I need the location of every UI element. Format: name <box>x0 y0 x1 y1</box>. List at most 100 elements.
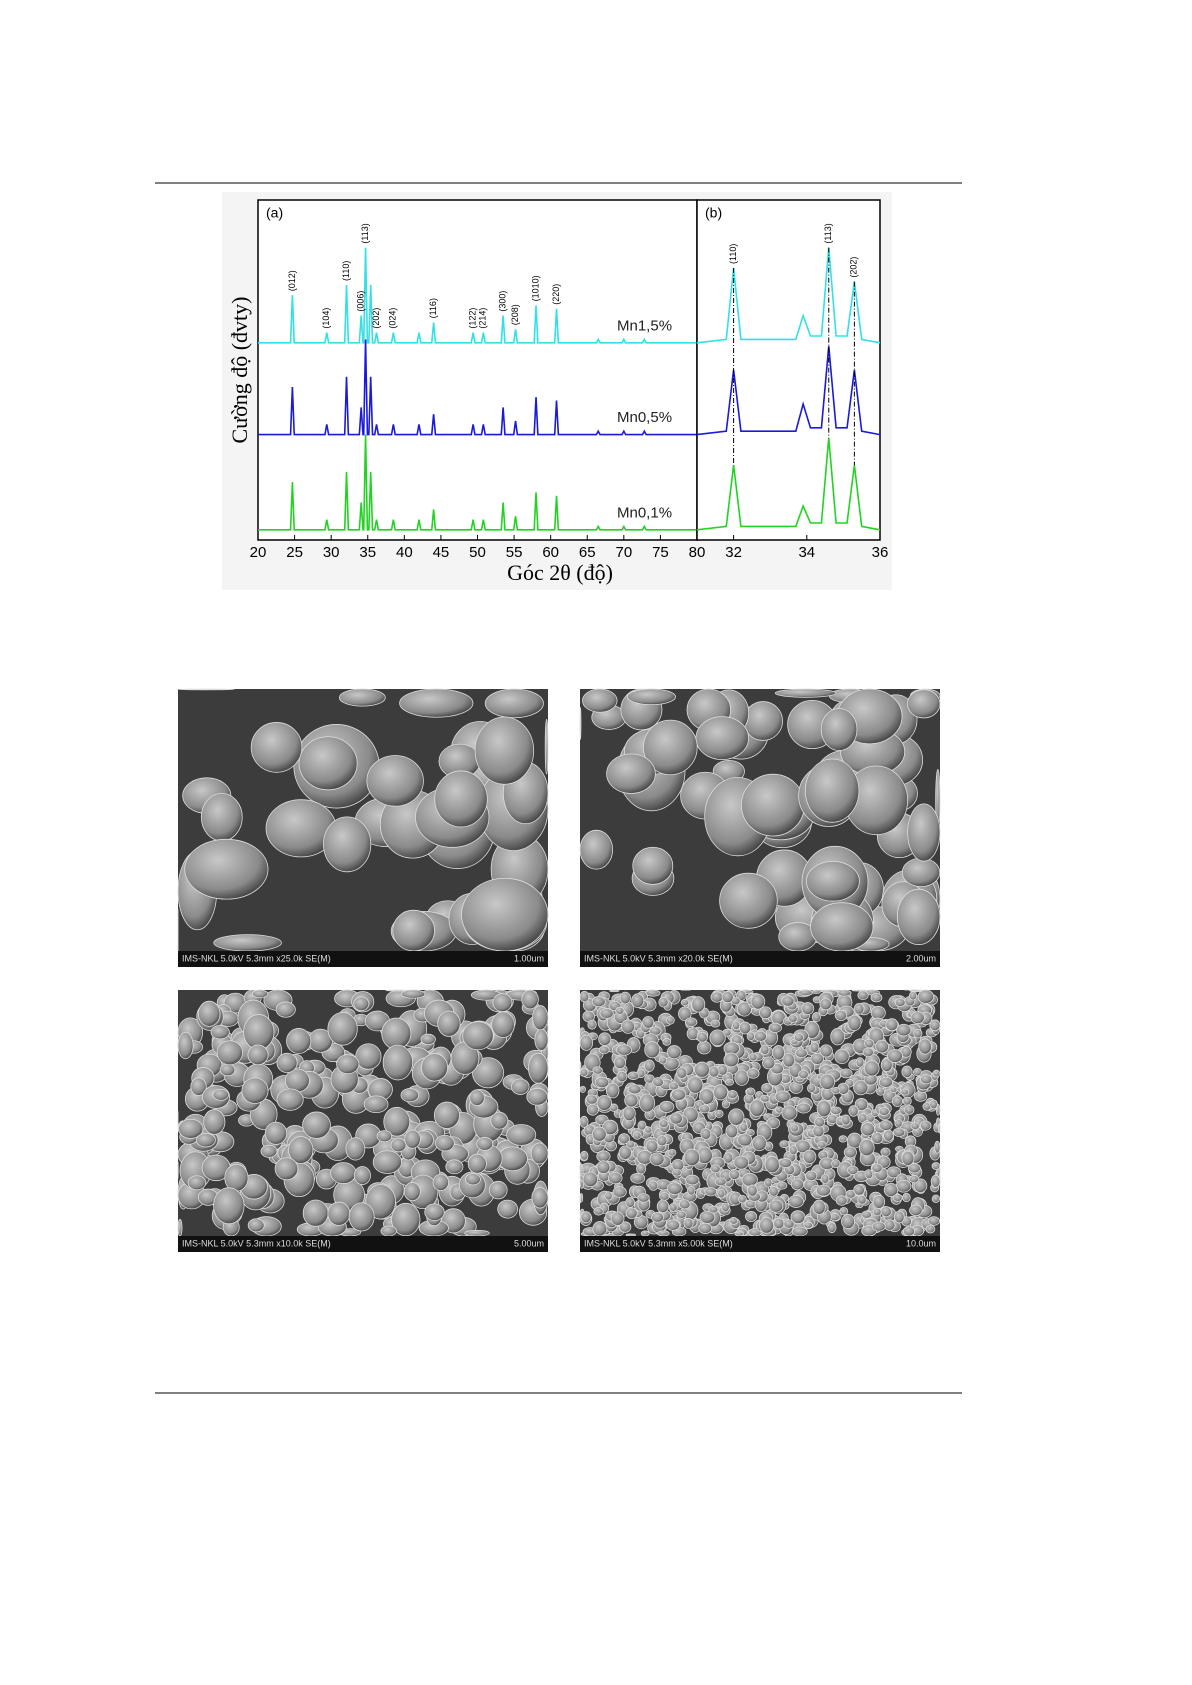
peak-index: (208) <box>510 304 520 325</box>
grain <box>624 1093 639 1108</box>
grain <box>853 1002 865 1015</box>
grain <box>724 1078 734 1086</box>
grain <box>768 1022 782 1033</box>
grain <box>678 1199 691 1210</box>
grain <box>687 1076 704 1094</box>
grain <box>593 1207 604 1216</box>
grain <box>876 1087 886 1096</box>
grain <box>889 1086 898 1093</box>
sem-info: IMS-NKL 5.0kV 5.3mm x20.0k SE(M) <box>584 953 733 963</box>
grain <box>579 1034 594 1051</box>
grain <box>916 989 925 991</box>
grain <box>645 1139 659 1153</box>
grain <box>657 1230 670 1237</box>
grain <box>708 1205 719 1214</box>
grain <box>892 1193 903 1202</box>
grain <box>250 722 303 773</box>
grain <box>751 1135 767 1152</box>
x-tick-label: 40 <box>396 544 413 561</box>
grain <box>472 1057 504 1089</box>
sem-image: IMS-NKL 5.0kV 5.3mm x10.0k SE(M) 5.00um <box>177 989 549 1252</box>
sem-scale: 10.0um <box>906 1238 936 1248</box>
sem-info: IMS-NKL 5.0kV 5.3mm x25.0k SE(M) <box>182 953 331 963</box>
grain <box>526 1087 549 1106</box>
grain <box>809 1041 820 1054</box>
grain <box>762 1056 776 1070</box>
grain <box>728 1169 741 1180</box>
grain <box>787 1195 804 1208</box>
grain <box>837 989 852 997</box>
grain <box>625 1207 638 1220</box>
grain <box>648 1180 659 1191</box>
sem-scale: 1.00um <box>514 953 544 963</box>
x-tick-label: 32 <box>725 544 742 561</box>
grain <box>913 1028 923 1039</box>
grain <box>805 1170 818 1182</box>
grain <box>728 1108 745 1126</box>
grain <box>910 1122 920 1130</box>
grain <box>894 998 906 1007</box>
grain <box>695 716 749 760</box>
grain <box>839 1207 849 1216</box>
grain <box>776 1181 788 1190</box>
grain <box>733 1155 750 1170</box>
grain <box>774 1090 791 1103</box>
grain <box>696 1031 708 1043</box>
grain <box>804 758 860 823</box>
grain <box>177 1031 194 1060</box>
grain <box>531 1187 549 1209</box>
grain <box>902 1096 912 1106</box>
grain <box>812 1125 825 1138</box>
grain <box>241 1077 269 1104</box>
grain <box>714 1109 724 1118</box>
grain <box>838 1135 848 1143</box>
grain <box>691 996 706 1013</box>
grain <box>798 1069 809 1080</box>
grain <box>812 1199 826 1215</box>
peak-index: (1010) <box>530 275 540 301</box>
grain <box>432 1173 449 1191</box>
x-tick-label: 20 <box>250 544 267 561</box>
grain <box>606 753 656 794</box>
grain <box>683 1148 701 1167</box>
grain <box>184 838 269 900</box>
grain <box>626 688 676 706</box>
grain <box>327 1201 351 1226</box>
grain <box>878 1107 890 1116</box>
grain <box>403 1182 421 1202</box>
grain <box>811 989 821 994</box>
grain <box>404 1129 421 1149</box>
grain <box>177 688 235 691</box>
grain <box>643 1059 655 1072</box>
x-tick-label: 25 <box>286 544 303 561</box>
grain <box>929 1019 941 1032</box>
grain <box>336 1054 360 1075</box>
grain <box>810 902 874 952</box>
grain <box>598 1032 612 1046</box>
grain <box>857 990 869 1001</box>
grain <box>743 701 783 741</box>
grain <box>264 1121 288 1145</box>
grain <box>699 1210 716 1224</box>
grain <box>709 1029 726 1047</box>
grain <box>599 1008 614 1019</box>
grain <box>644 1126 653 1134</box>
grain <box>819 1073 836 1090</box>
grain <box>643 719 698 776</box>
series-line <box>696 247 881 344</box>
grain <box>834 1009 848 1022</box>
grain <box>815 1184 831 1197</box>
grain <box>680 998 690 1007</box>
peak-index: (110) <box>728 244 738 264</box>
grain <box>717 1188 726 1199</box>
grain <box>618 1133 630 1145</box>
peak-index: (024) <box>388 308 398 329</box>
grain <box>880 1058 893 1072</box>
grain <box>612 1186 627 1198</box>
grain <box>213 1187 245 1225</box>
grain <box>925 1224 936 1234</box>
grain <box>820 1173 830 1184</box>
series-line <box>696 437 881 531</box>
grain <box>286 1028 312 1054</box>
